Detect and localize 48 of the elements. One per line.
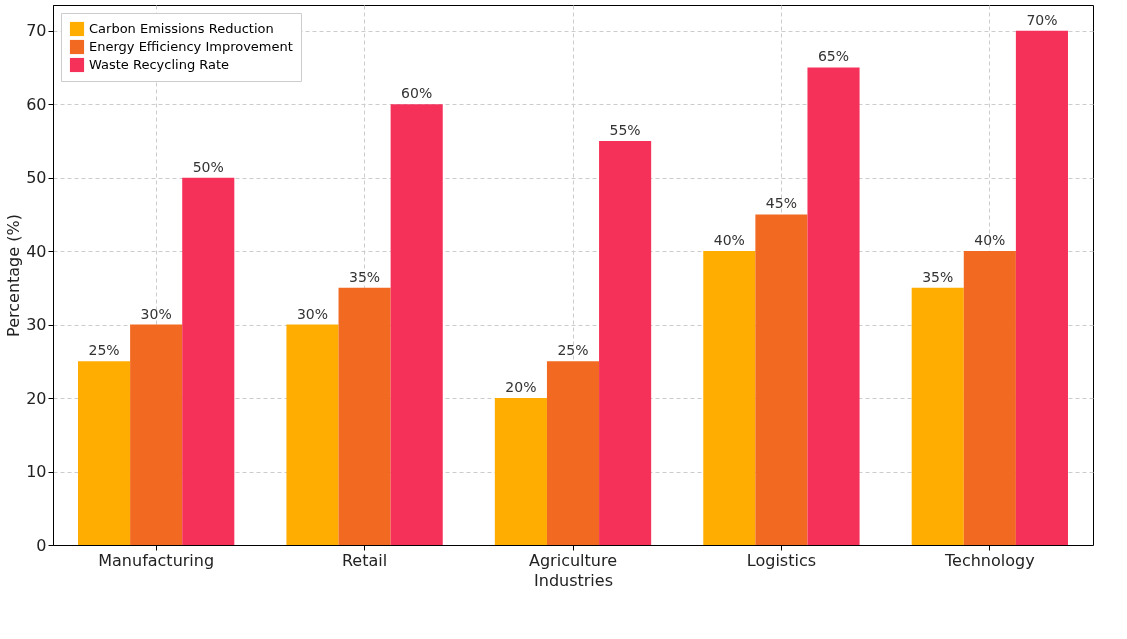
bar: [963, 251, 1016, 545]
y-tick-label: 30: [26, 315, 47, 335]
x-tick-label: Manufacturing: [98, 550, 215, 570]
y-tick-label: 20: [26, 388, 47, 408]
data-label: 35%: [349, 268, 381, 285]
data-label: 40%: [713, 232, 745, 249]
legend-label: Waste Recycling Rate: [89, 57, 230, 72]
x-axis-title: Industries: [534, 570, 613, 590]
data-label: 50%: [192, 158, 224, 175]
x-tick-label: Retail: [341, 550, 388, 570]
y-tick-label: 40: [26, 241, 47, 261]
y-tick-label: 0: [36, 535, 47, 555]
bar: [286, 324, 339, 545]
data-label: 60%: [401, 85, 433, 102]
bar: [390, 104, 443, 545]
bar: [78, 361, 131, 545]
data-label: 65%: [817, 48, 850, 65]
data-label: 30%: [140, 305, 172, 322]
x-tick-label: Technology: [944, 550, 1035, 570]
bar: [599, 140, 652, 545]
legend-label: Energy Efficiency Improvement: [89, 39, 293, 54]
x-tick-label: Logistics: [746, 550, 817, 570]
bar: [703, 251, 756, 545]
data-label: 70%: [1026, 11, 1058, 28]
bar: [338, 287, 391, 545]
y-tick-label: 70: [26, 21, 47, 41]
bar: [494, 398, 547, 545]
bar: [546, 361, 600, 545]
bar: [130, 324, 183, 545]
bar: [182, 177, 235, 545]
data-label: 25%: [88, 342, 120, 359]
x-tick-label: Agriculture: [529, 550, 617, 570]
y-tick-label: 10: [26, 462, 47, 482]
data-label: 20%: [505, 379, 537, 396]
data-label: 40%: [974, 232, 1006, 249]
data-label: 35%: [922, 268, 954, 285]
bar: [755, 214, 808, 545]
data-label: 25%: [557, 342, 589, 359]
data-label: 45%: [765, 195, 797, 212]
y-tick-label: 50: [26, 168, 47, 188]
data-label: 55%: [609, 121, 641, 138]
legend-label: Carbon Emissions Reduction: [89, 21, 274, 36]
bar: [807, 67, 860, 545]
bar: [911, 287, 964, 545]
bar: [1015, 30, 1068, 545]
y-tick-label: 60: [26, 94, 47, 114]
y-axis-title: Percentage (%): [4, 214, 24, 337]
data-label: 30%: [296, 305, 329, 322]
